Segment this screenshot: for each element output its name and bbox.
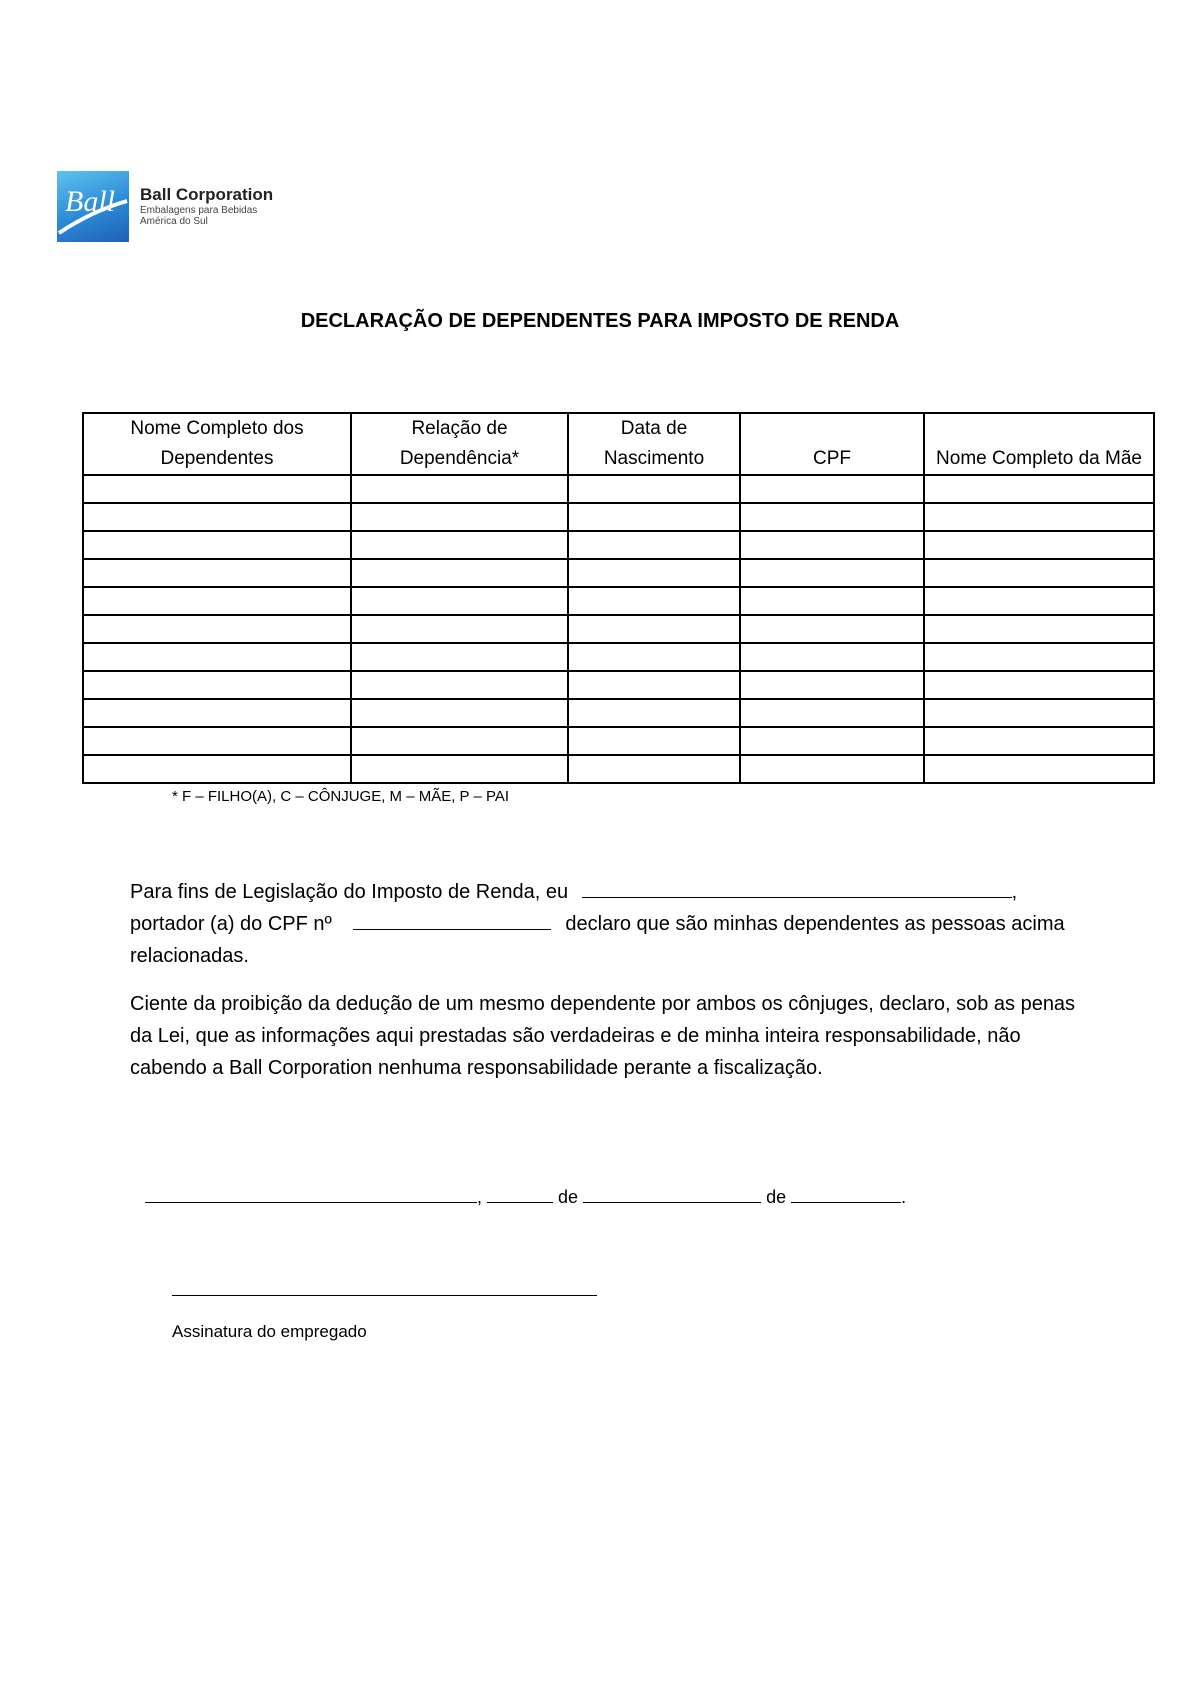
table-cell[interactable] <box>739 558 925 588</box>
table-row <box>82 698 1155 728</box>
table-cell[interactable] <box>739 642 925 672</box>
table-cell[interactable] <box>567 670 741 700</box>
dependents-table: Nome Completo dos Dependentes Relação de… <box>82 412 1155 784</box>
table-cell[interactable] <box>350 474 569 504</box>
year-field[interactable] <box>791 1182 902 1203</box>
table-row <box>82 726 1155 756</box>
table-cell[interactable] <box>739 670 925 700</box>
para-text: Para fins de Legislação do Imposto de Re… <box>130 881 569 903</box>
comma: , <box>1011 881 1018 903</box>
table-cell[interactable] <box>739 586 925 616</box>
period: . <box>901 1187 907 1207</box>
header-cpf: CPF <box>739 412 925 476</box>
table-cell[interactable] <box>567 586 741 616</box>
table-cell[interactable] <box>923 502 1155 532</box>
table-cell[interactable] <box>350 558 569 588</box>
signature-field[interactable] <box>172 1295 597 1296</box>
table-cell[interactable] <box>567 642 741 672</box>
city-field[interactable] <box>145 1182 477 1203</box>
table-cell[interactable] <box>82 642 352 672</box>
table-row <box>82 642 1155 672</box>
table-cell[interactable] <box>82 698 352 728</box>
table-row <box>82 474 1155 504</box>
table-cell[interactable] <box>82 502 352 532</box>
table-cell[interactable] <box>350 614 569 644</box>
signature-label: Assinatura do empregado <box>172 1322 367 1341</box>
table-row <box>82 670 1155 700</box>
table-row <box>82 530 1155 560</box>
table-cell[interactable] <box>923 558 1155 588</box>
company-tagline: Embalagens para Bebidas <box>140 205 258 216</box>
table-row <box>82 614 1155 644</box>
table-cell[interactable] <box>923 754 1155 784</box>
table-row <box>82 558 1155 588</box>
table-cell[interactable] <box>923 698 1155 728</box>
table-cell[interactable] <box>82 558 352 588</box>
svg-text:Ball: Ball <box>65 185 115 218</box>
responsibility-paragraph: Ciente da proibição da dedução de um mes… <box>130 993 1076 1079</box>
table-cell[interactable] <box>350 754 569 784</box>
table-cell[interactable] <box>739 530 925 560</box>
day-field[interactable] <box>487 1182 554 1203</box>
table-cell[interactable] <box>567 614 741 644</box>
table-cell[interactable] <box>82 726 352 756</box>
table-cell[interactable] <box>567 726 741 756</box>
comma: , <box>477 1187 483 1207</box>
table-cell[interactable] <box>350 586 569 616</box>
table-row <box>82 502 1155 532</box>
table-cell[interactable] <box>350 502 569 532</box>
table-cell[interactable] <box>350 530 569 560</box>
header-birthdate: Data de Nascimento <box>567 412 741 476</box>
footnote: * F – FILHO(A), C – CÔNJUGE, M – MÃE, P … <box>172 788 510 805</box>
table-row <box>82 586 1155 616</box>
page-title: DECLARAÇÃO DE DEPENDENTES PARA IMPOSTO D… <box>300 310 900 332</box>
table-cell[interactable] <box>82 586 352 616</box>
ball-logo: Ball <box>57 171 129 242</box>
table-cell[interactable] <box>82 670 352 700</box>
table-cell[interactable] <box>739 754 925 784</box>
table-cell[interactable] <box>567 558 741 588</box>
date-line: , de de . <box>145 1182 906 1208</box>
table-cell[interactable] <box>923 642 1155 672</box>
de-text: de <box>766 1187 787 1207</box>
de-text: de <box>558 1187 579 1207</box>
month-field[interactable] <box>583 1182 762 1203</box>
table-cell[interactable] <box>567 754 741 784</box>
para-text: declaro que são minhas dependentes as pe… <box>130 913 1065 967</box>
header-name: Nome Completo dos Dependentes <box>82 412 352 476</box>
header-mother-name: Nome Completo da Mãe <box>923 412 1155 476</box>
table-cell[interactable] <box>82 754 352 784</box>
table-cell[interactable] <box>739 502 925 532</box>
table-cell[interactable] <box>350 698 569 728</box>
table-cell[interactable] <box>923 726 1155 756</box>
table-cell[interactable] <box>82 530 352 560</box>
table-cell[interactable] <box>923 614 1155 644</box>
table-cell[interactable] <box>923 586 1155 616</box>
company-region: América do Sul <box>140 216 208 227</box>
table-cell[interactable] <box>739 474 925 504</box>
table-cell[interactable] <box>350 642 569 672</box>
table-row <box>82 754 1155 784</box>
table-cell[interactable] <box>923 474 1155 504</box>
header-relation: Relação de Dependência* <box>350 412 569 476</box>
brand-text: Ball Corporation Embalagens para Bebidas… <box>140 185 273 227</box>
table-cell[interactable] <box>82 614 352 644</box>
table-cell[interactable] <box>567 530 741 560</box>
table-cell[interactable] <box>923 670 1155 700</box>
para-text: portador (a) do CPF nº <box>130 913 332 935</box>
table-cell[interactable] <box>739 698 925 728</box>
declaration-paragraph: Para fins de Legislação do Imposto de Re… <box>130 876 1090 972</box>
table-cell[interactable] <box>567 502 741 532</box>
table-cell[interactable] <box>923 530 1155 560</box>
table-cell[interactable] <box>350 670 569 700</box>
company-name: Ball Corporation <box>140 185 274 204</box>
table-cell[interactable] <box>567 698 741 728</box>
table-cell[interactable] <box>350 726 569 756</box>
table-cell[interactable] <box>739 726 925 756</box>
table-cell[interactable] <box>739 614 925 644</box>
table-cell[interactable] <box>82 474 352 504</box>
cpf-field[interactable] <box>353 909 552 930</box>
name-field[interactable] <box>581 877 1012 898</box>
table-cell[interactable] <box>567 474 741 504</box>
